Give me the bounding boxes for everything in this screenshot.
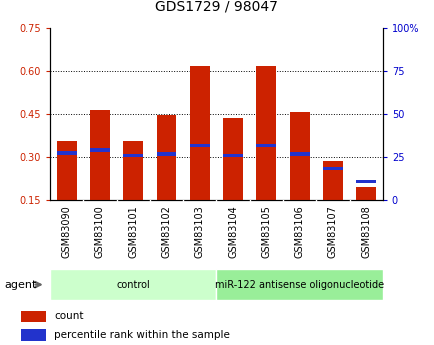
Bar <box>50 269 216 300</box>
Bar <box>56 151 76 155</box>
Text: GSM83108: GSM83108 <box>360 206 370 258</box>
Bar <box>256 66 276 200</box>
Bar <box>216 269 382 300</box>
Text: GSM83090: GSM83090 <box>62 206 72 258</box>
Bar <box>223 154 243 157</box>
Bar <box>189 144 209 147</box>
Bar <box>56 141 76 200</box>
Text: count: count <box>54 311 83 321</box>
Bar <box>123 154 143 157</box>
Text: GSM83102: GSM83102 <box>161 206 171 258</box>
Bar <box>355 187 375 200</box>
Bar <box>289 152 309 156</box>
Bar <box>21 310 46 322</box>
Bar <box>189 66 209 200</box>
Text: GSM83106: GSM83106 <box>294 206 304 258</box>
Text: control: control <box>116 280 150 289</box>
Text: agent: agent <box>4 280 36 289</box>
Text: miR-122 antisense oligonucleotide: miR-122 antisense oligonucleotide <box>214 280 383 289</box>
Text: GSM83104: GSM83104 <box>227 206 237 258</box>
Text: percentile rank within the sample: percentile rank within the sample <box>54 330 229 339</box>
Bar <box>223 118 243 200</box>
Text: GSM83100: GSM83100 <box>95 206 105 258</box>
Bar <box>90 148 110 152</box>
Text: GSM83101: GSM83101 <box>128 206 138 258</box>
Text: GSM83107: GSM83107 <box>327 206 337 258</box>
Bar <box>123 141 143 200</box>
Bar <box>156 152 176 156</box>
Text: GDS1729 / 98047: GDS1729 / 98047 <box>155 0 277 14</box>
Bar <box>256 144 276 147</box>
Bar <box>21 329 46 341</box>
Text: GSM83105: GSM83105 <box>261 206 271 258</box>
Bar <box>322 167 342 170</box>
Bar <box>289 112 309 200</box>
Bar <box>156 115 176 200</box>
Bar <box>322 161 342 200</box>
Text: GSM83103: GSM83103 <box>194 206 204 258</box>
Bar <box>90 110 110 200</box>
Bar <box>355 179 375 183</box>
